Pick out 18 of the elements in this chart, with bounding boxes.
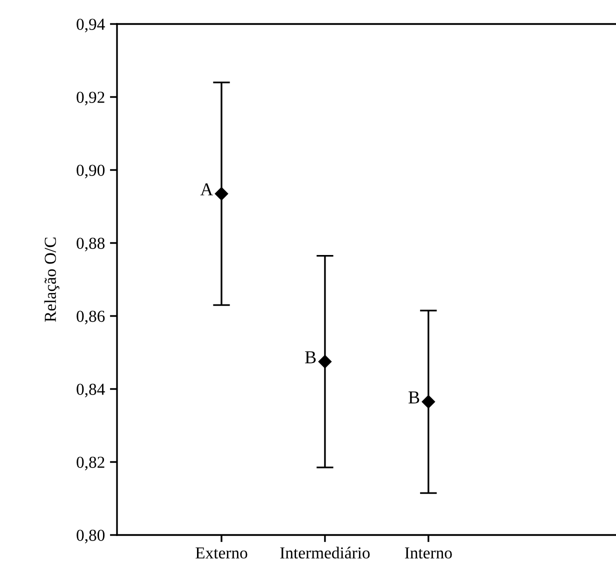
annotation: B	[408, 392, 420, 404]
y-tick-label: 0,86	[76, 310, 105, 324]
annotation: B	[305, 351, 316, 364]
y-tick-label: 0,80	[76, 530, 105, 544]
point	[214, 187, 228, 200]
y-tick-label: 0,94	[76, 18, 105, 32]
point	[422, 395, 436, 408]
y-tick-label: 0,88	[76, 238, 105, 252]
y-axis-title: Relação O/C	[44, 238, 60, 322]
y-tick-label: 0,90	[76, 164, 105, 178]
x-tick-label: Intermediário	[280, 546, 370, 559]
y-tick-label: 0,82	[76, 456, 104, 470]
point	[318, 355, 332, 368]
x-tick-label: Externo	[196, 547, 248, 559]
x-tick-label: Interno	[404, 547, 452, 559]
annotation: A	[200, 183, 214, 196]
y-tick-label: 0,92	[76, 92, 104, 106]
y-tick-label: 0,84	[76, 384, 105, 398]
